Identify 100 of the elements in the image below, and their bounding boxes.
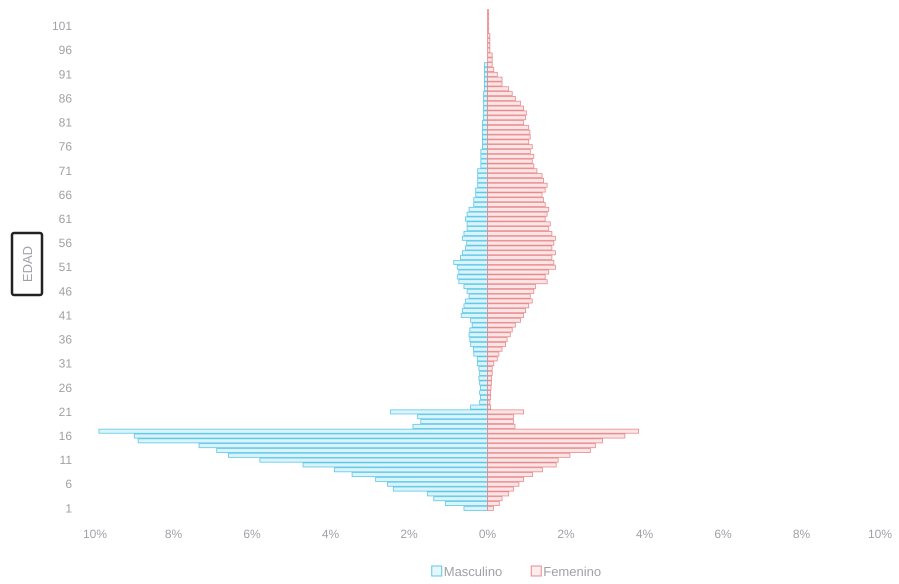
bar — [487, 496, 502, 502]
bar — [468, 294, 488, 299]
bar — [464, 231, 488, 236]
bar — [134, 434, 488, 438]
bar — [466, 212, 488, 217]
bar — [465, 216, 488, 222]
bar — [487, 337, 508, 342]
bar — [487, 62, 493, 68]
x-tick-label: 8% — [792, 527, 810, 541]
bar — [466, 226, 488, 232]
y-tick-label: 21 — [58, 404, 72, 419]
bar — [456, 274, 488, 280]
bar — [487, 245, 552, 250]
x-tick-label: 4% — [636, 527, 654, 541]
bar — [487, 144, 533, 150]
x-tick-label: 2% — [557, 527, 575, 541]
bar — [487, 284, 536, 289]
bar — [487, 42, 490, 48]
legend-label: Femenino — [543, 564, 602, 579]
bar — [487, 124, 530, 130]
y-tick-label: 96 — [58, 43, 72, 58]
bar — [487, 452, 570, 458]
bar — [487, 438, 603, 444]
y-tick-label: 11 — [60, 453, 72, 468]
bar — [487, 394, 492, 400]
bar — [487, 366, 493, 371]
bar — [487, 279, 548, 284]
bar — [487, 130, 530, 135]
y-tick-label: 1 — [65, 501, 72, 516]
bar — [487, 221, 551, 226]
bar — [487, 38, 490, 44]
bar — [487, 168, 538, 174]
bar — [465, 245, 488, 250]
bar — [487, 303, 530, 308]
bar — [138, 438, 488, 444]
bar — [477, 178, 488, 183]
bar — [487, 173, 542, 178]
bar — [487, 467, 543, 472]
y-tick-label: 101 — [52, 19, 72, 34]
bar — [433, 496, 488, 502]
bar — [352, 472, 488, 478]
bar — [475, 188, 488, 193]
bar — [487, 149, 531, 154]
bar — [334, 467, 488, 472]
y-tick-label: 26 — [58, 380, 72, 395]
bar — [480, 149, 488, 154]
bar — [487, 134, 531, 140]
bar — [487, 96, 516, 101]
bar — [478, 366, 488, 371]
bar — [487, 57, 493, 62]
bar — [487, 380, 492, 386]
bar — [487, 188, 546, 193]
bar — [487, 361, 494, 366]
bar — [487, 482, 520, 487]
y-tick-label: 71 — [58, 164, 72, 178]
bar — [480, 394, 488, 400]
y-tick-label: 31 — [58, 356, 72, 371]
bar — [487, 313, 524, 318]
y-tick-label: 76 — [58, 140, 72, 154]
bar — [487, 115, 526, 120]
y-tick-label: 86 — [58, 91, 72, 106]
bar — [487, 52, 493, 58]
x-tick-label: 4% — [322, 527, 340, 541]
bar — [478, 376, 488, 381]
bar — [302, 462, 488, 468]
bar — [487, 120, 524, 126]
y-tick-label: 51 — [58, 260, 72, 274]
bar — [487, 82, 502, 86]
bar — [98, 428, 488, 434]
x-tick-label: 2% — [400, 527, 418, 541]
bar — [487, 424, 516, 429]
bar — [487, 506, 494, 511]
bar — [472, 322, 488, 328]
legend-label: Masculino — [444, 564, 502, 579]
bar — [487, 409, 524, 414]
bar — [477, 173, 488, 178]
bar — [469, 337, 488, 342]
bar — [464, 506, 488, 511]
bar — [487, 197, 544, 202]
bar — [487, 231, 552, 236]
bar — [259, 458, 488, 463]
bar — [487, 178, 544, 183]
bar — [487, 260, 554, 265]
bar — [487, 158, 533, 164]
bar — [487, 139, 530, 144]
bar — [487, 462, 557, 468]
bar — [487, 91, 513, 96]
y-tick-label: 46 — [58, 284, 72, 298]
y-axis-title: EDAD — [20, 246, 35, 282]
bar — [387, 482, 488, 487]
bar — [487, 346, 502, 352]
x-tick-label: 8% — [164, 527, 182, 541]
bar — [487, 434, 626, 438]
y-tick-label: 56 — [58, 236, 72, 250]
bar — [390, 409, 488, 414]
bar — [375, 476, 488, 482]
bar — [487, 202, 546, 207]
bar — [487, 250, 556, 256]
x-tick-label: 10% — [868, 527, 892, 541]
bar — [487, 48, 490, 53]
